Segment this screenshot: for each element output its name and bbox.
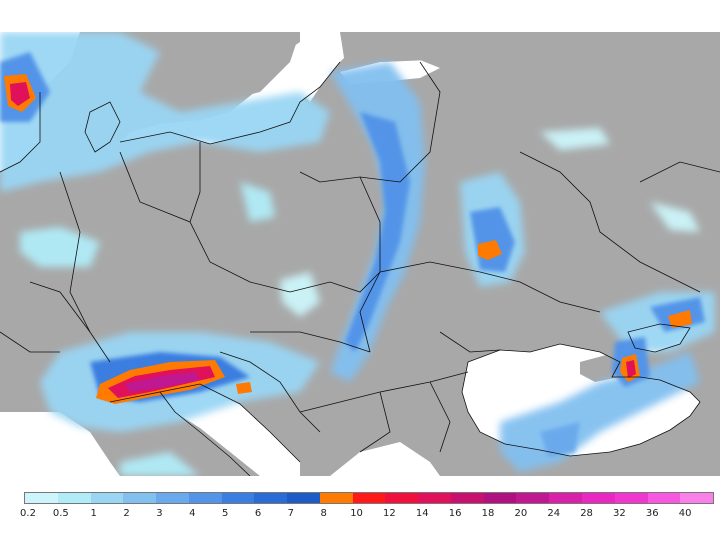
legend-tick-label: 18 [481, 508, 495, 519]
gulf-of-bothnia [300, 32, 340, 102]
precipitation-map [0, 32, 720, 476]
legend-swatch [319, 493, 353, 503]
legend-swatch [614, 493, 648, 503]
legend-swatch [25, 493, 58, 503]
legend-swatch [549, 493, 583, 503]
legend-tick-label: 24 [547, 508, 561, 519]
legend-tick-label: 7 [287, 508, 295, 519]
legend-swatch [418, 493, 451, 503]
legend-swatch [287, 493, 320, 503]
legend-swatch [90, 493, 124, 503]
legend-tick-label: 40 [678, 508, 692, 519]
legend-swatch [123, 493, 157, 503]
legend-tick-label: 20 [514, 508, 528, 519]
finland [340, 32, 430, 64]
legend-tick-labels: 0.2 0.5 1 2 3 4 5 6 7 8 10 12 14 16 18 20 24 28 32 36 40 [0, 508, 720, 524]
legend-tick-label: 4 [189, 508, 196, 519]
legend-swatch [385, 493, 419, 503]
legend-swatch [254, 493, 288, 503]
legend-tick-label: 5 [221, 508, 229, 519]
precip-heavy [4, 74, 692, 404]
legend-swatch [582, 493, 615, 503]
legend-tick-label: 1 [90, 508, 97, 519]
legend-swatch [156, 493, 189, 503]
aegean-sea [330, 442, 440, 476]
mediterranean-sea [0, 412, 120, 476]
legend-tick-label: 28 [580, 508, 593, 519]
legend-swatch [516, 493, 550, 503]
precip-light [0, 32, 715, 476]
legend-swatch [57, 493, 91, 503]
borders [0, 61, 720, 476]
legend-swatch [647, 493, 681, 503]
legend-swatch [483, 493, 517, 503]
color-scale-legend [24, 492, 714, 504]
legend-swatch [680, 493, 714, 503]
legend-swatch [450, 493, 484, 503]
legend-tick-label: 8 [320, 508, 327, 519]
legend-tick-label: 10 [350, 508, 363, 519]
legend-tick-label: 2 [123, 508, 130, 519]
legend-tick-label: 3 [156, 508, 163, 519]
legend-tick-label: 36 [645, 508, 659, 519]
legend-tick-label: 14 [415, 508, 429, 519]
legend-swatch [188, 493, 222, 503]
legend-tick-label: 32 [613, 508, 626, 519]
legend-tick-label: 16 [448, 508, 462, 519]
legend-swatch [221, 493, 255, 503]
map-canvas [0, 32, 720, 476]
legend-tick-label: 12 [383, 508, 396, 519]
legend-tick-label: 6 [254, 508, 262, 519]
legend-tick-label: 0.2 [20, 508, 36, 519]
legend-swatch [352, 493, 386, 503]
legend-tick-label: 0.5 [52, 508, 69, 519]
